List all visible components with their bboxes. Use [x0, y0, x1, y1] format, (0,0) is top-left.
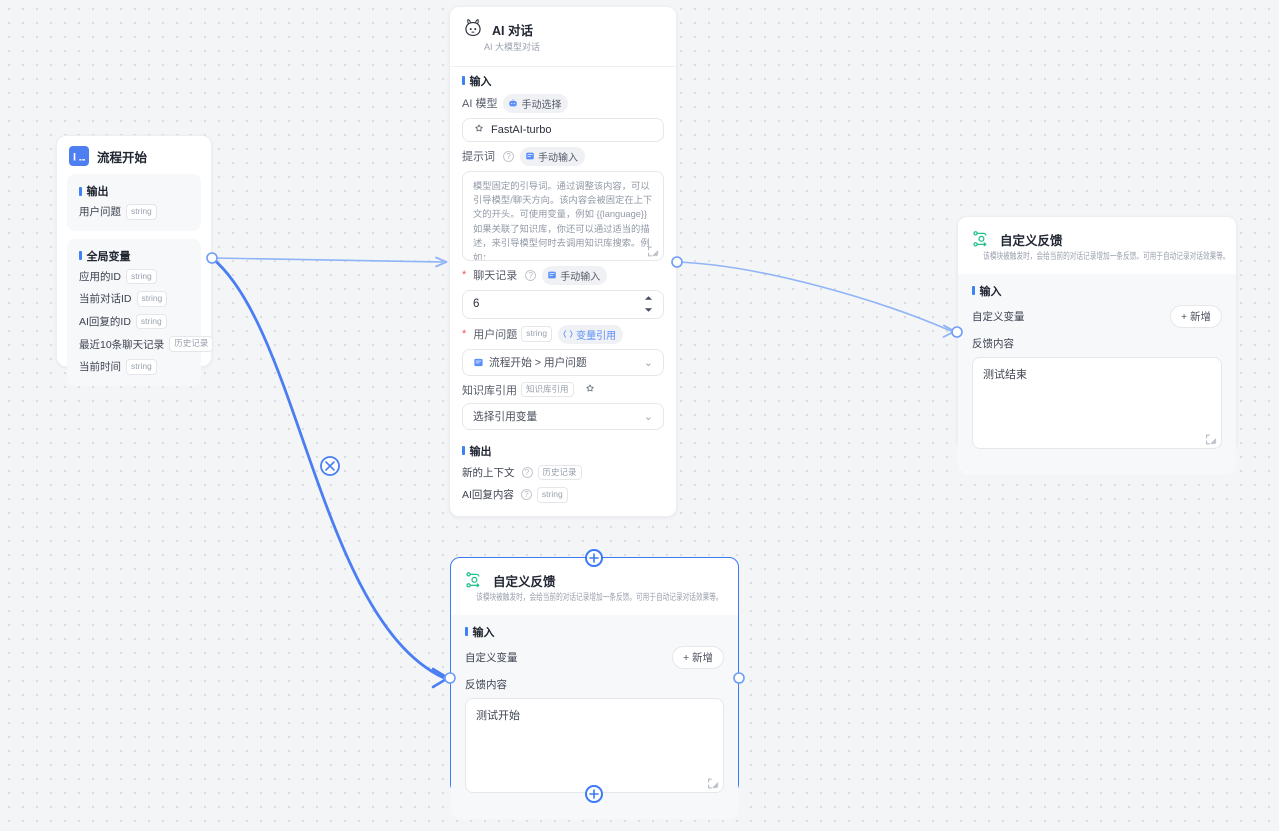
svg-text:I: I: [73, 152, 76, 164]
